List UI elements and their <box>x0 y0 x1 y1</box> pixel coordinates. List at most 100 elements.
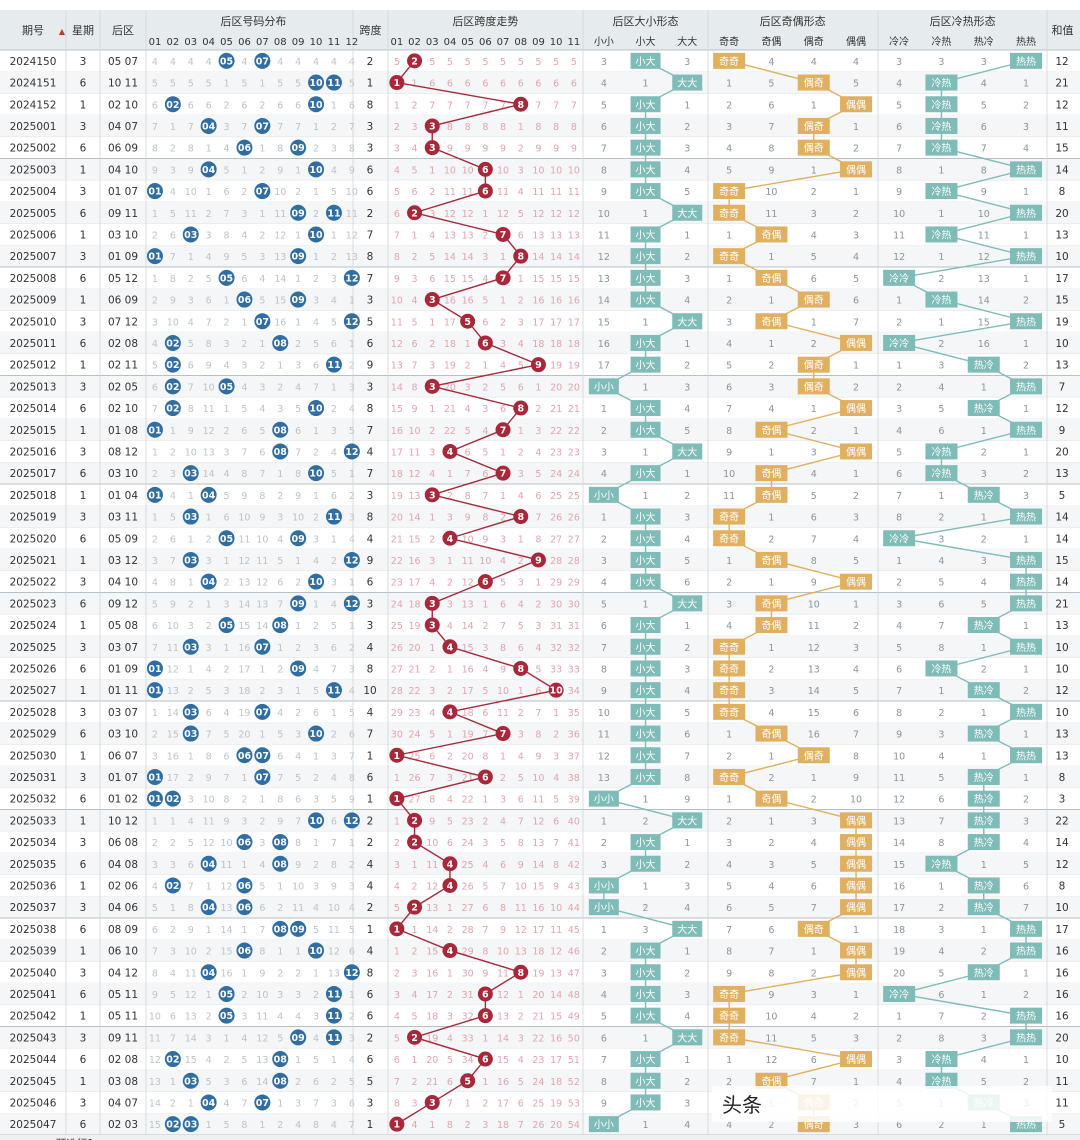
trend-miss: 6 <box>571 79 577 90</box>
dist-miss: 4 <box>224 361 230 372</box>
trend-ball <box>495 226 511 242</box>
trend-miss: 21 <box>444 404 456 415</box>
dist-miss: 1 <box>349 469 355 480</box>
trend-miss: 14 <box>444 252 456 263</box>
size-miss: 13 <box>598 274 610 285</box>
hot-badge-label: 冷热 <box>931 98 951 111</box>
sum-cell: 12 <box>1055 859 1068 871</box>
trend-miss: 20 <box>409 643 421 654</box>
trend-ball <box>477 574 493 590</box>
issue-cell: 2025030 <box>10 750 57 762</box>
odd-badge <box>713 204 746 221</box>
size-miss: 3 <box>601 57 607 68</box>
trend-miss: 1 <box>447 730 453 741</box>
odd-miss: 4 <box>726 621 732 632</box>
dist-miss: 8 <box>188 144 194 155</box>
dist-ball <box>146 421 163 438</box>
size-badge-label: 小大 <box>636 359 656 372</box>
trend-miss: 14 <box>550 252 562 263</box>
trend-miss: 8 <box>518 838 524 849</box>
trend-miss: 21 <box>426 1077 438 1088</box>
dist-miss: 3 <box>170 469 176 480</box>
dist-ball <box>146 248 163 265</box>
dist-miss: 8 <box>313 1120 319 1131</box>
trend-ball <box>442 704 458 720</box>
dist-miss: 11 <box>256 556 268 567</box>
trend-miss: 11 <box>532 187 544 198</box>
row-stripe <box>0 983 1080 1005</box>
dist-miss: 13 <box>203 447 215 458</box>
dist-col-label: 12 <box>345 37 358 48</box>
size-badge <box>588 378 619 395</box>
dist-miss: 7 <box>224 773 230 784</box>
dist-ball-label: 10 <box>309 729 323 740</box>
dist-miss: 5 <box>188 79 194 90</box>
dist-miss: 2 <box>331 730 337 741</box>
trend-miss: 4 <box>447 1033 453 1044</box>
dist-ball-label: 02 <box>166 794 179 805</box>
dist-miss: 3 <box>295 361 301 372</box>
size-badge-label: 小大 <box>636 858 656 871</box>
trend-miss: 8 <box>553 860 559 871</box>
trend-miss: 16 <box>550 1033 562 1044</box>
odd-miss: 8 <box>768 144 774 155</box>
hot-miss: 2 <box>981 534 987 545</box>
size-badge <box>630 964 661 981</box>
hot-miss: 1 <box>1023 773 1029 784</box>
odd-miss: 10 <box>808 599 820 610</box>
size-miss: 1 <box>601 816 607 827</box>
odd-badge <box>755 421 788 438</box>
back-cell: 03 11 <box>108 512 138 524</box>
dist-miss: 10 <box>167 621 179 632</box>
odd-miss: 5 <box>811 252 817 263</box>
dist-miss: 9 <box>277 165 283 176</box>
hot-miss: 1 <box>938 252 944 263</box>
trend-miss: 4 <box>412 1120 418 1131</box>
sum-cell: 10 <box>1055 642 1068 654</box>
dist-miss: 10 <box>292 513 304 524</box>
trend-miss: 8 <box>482 751 488 762</box>
trend-ball <box>495 465 511 481</box>
trend-miss: 8 <box>571 122 577 133</box>
sum-cell: 5 <box>1059 1119 1066 1131</box>
dist-ball-label: 05 <box>220 621 233 632</box>
dist-miss: 1 <box>259 730 265 741</box>
dist-ball-label: 01 <box>148 425 161 436</box>
sum-cell: 13 <box>1055 229 1068 241</box>
size-badge <box>630 530 661 547</box>
trend-miss: 40 <box>568 816 580 827</box>
trend-ball-label: 4 <box>447 642 454 653</box>
size-miss: 7 <box>684 751 690 762</box>
trend-ball <box>477 335 493 351</box>
hot-badge <box>883 530 916 547</box>
back-cell: 07 12 <box>108 316 138 328</box>
size-miss: 1 <box>684 1055 690 1066</box>
size-badge-label: 小大 <box>636 641 656 654</box>
dist-miss: 3 <box>241 209 247 220</box>
trend-miss: 1 <box>482 599 488 610</box>
trend-miss: 4 <box>553 773 559 784</box>
trend-miss: 6 <box>412 187 418 198</box>
size-badge <box>630 703 661 720</box>
dist-miss: 6 <box>331 491 337 502</box>
trend-miss: 3 <box>429 447 435 458</box>
dist-miss: 8 <box>152 968 158 979</box>
trend-ball-label: 8 <box>517 404 524 415</box>
dist-miss: 9 <box>224 252 230 263</box>
hot-miss: 7 <box>938 621 944 632</box>
size-miss: 2 <box>684 361 690 372</box>
hot-miss: 6 <box>896 1120 902 1131</box>
trend-miss: 17 <box>550 317 562 328</box>
dist-miss: 2 <box>313 990 319 1001</box>
dist-miss: 11 <box>167 643 179 654</box>
sum-cell: 15 <box>1055 295 1068 307</box>
trend-ball <box>513 400 529 416</box>
dist-miss: 3 <box>206 556 212 567</box>
odd-miss: 7 <box>726 404 732 415</box>
odd-miss: 8 <box>768 968 774 979</box>
sum-cell: 16 <box>1055 1011 1069 1023</box>
hot-miss: 5 <box>1023 860 1029 871</box>
hot-badge-label: 热热 <box>1016 207 1036 220</box>
trend-miss: 1 <box>518 686 524 697</box>
size-miss: 1 <box>684 621 690 632</box>
